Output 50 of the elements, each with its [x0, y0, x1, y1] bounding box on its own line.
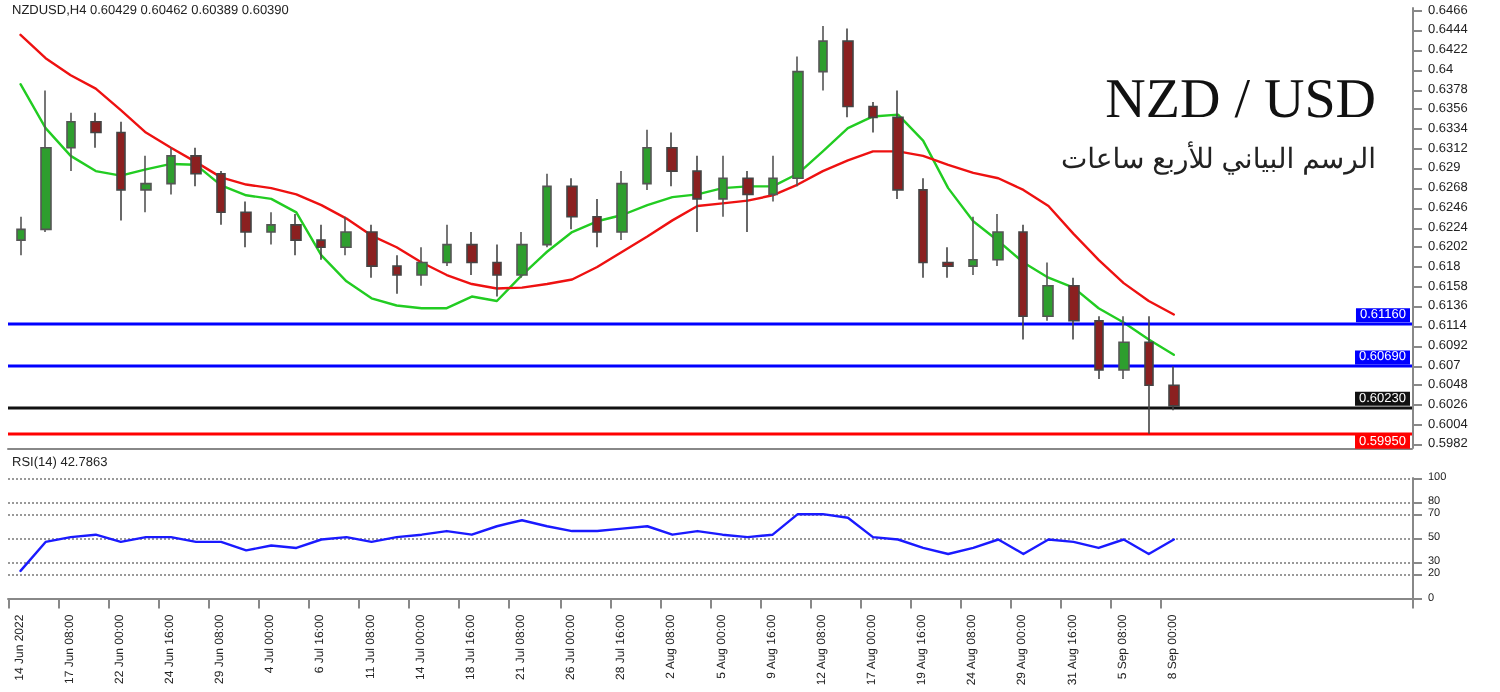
candlestick [166, 147, 176, 196]
candlestick [1118, 315, 1130, 380]
candlestick [918, 177, 928, 279]
candlestick [968, 216, 978, 276]
candlestick [466, 231, 478, 276]
candlestick [768, 155, 778, 203]
candlestick [492, 243, 502, 298]
candlestick [316, 224, 326, 261]
candlestick [942, 246, 954, 279]
text: الرسم البياني للأربع ساعات [1060, 140, 1377, 176]
candlestick [340, 216, 352, 257]
candlestick [516, 231, 528, 279]
candlestick [842, 27, 854, 119]
candlestick [742, 170, 754, 233]
candlestick [40, 89, 52, 233]
line-series [19, 512, 1176, 573]
candlestick [1068, 276, 1080, 341]
candlestick [692, 155, 702, 233]
candlestick [1168, 365, 1180, 412]
candlestick [566, 177, 578, 231]
candlestick [666, 131, 678, 188]
candlestick [116, 121, 126, 222]
candlestick [190, 147, 202, 188]
candlestick [1094, 315, 1104, 380]
text: NZD / USD [1105, 69, 1377, 131]
candlestick [140, 155, 152, 214]
candlestick [416, 246, 428, 287]
candlestick [290, 213, 302, 257]
candlestick [992, 213, 1004, 267]
candlestick [16, 216, 26, 257]
candlestick [792, 55, 804, 188]
candlestick [542, 172, 552, 249]
candlestick [718, 155, 728, 218]
candlestick [66, 112, 76, 172]
candlestick [366, 224, 378, 279]
candlestick [392, 254, 402, 295]
candlestick [818, 25, 828, 92]
candlestick [442, 224, 452, 267]
candlestick [266, 211, 276, 246]
candlestick [90, 112, 102, 149]
candlestick [642, 129, 652, 191]
candlestick [592, 198, 602, 249]
candlestick [868, 101, 878, 134]
candlestick [1018, 224, 1028, 341]
candlestick [1042, 261, 1054, 322]
candlestick [616, 170, 628, 241]
candlestick [216, 170, 226, 226]
candlestick [892, 89, 904, 200]
candlestick [240, 200, 252, 249]
candlestick [1144, 315, 1154, 435]
